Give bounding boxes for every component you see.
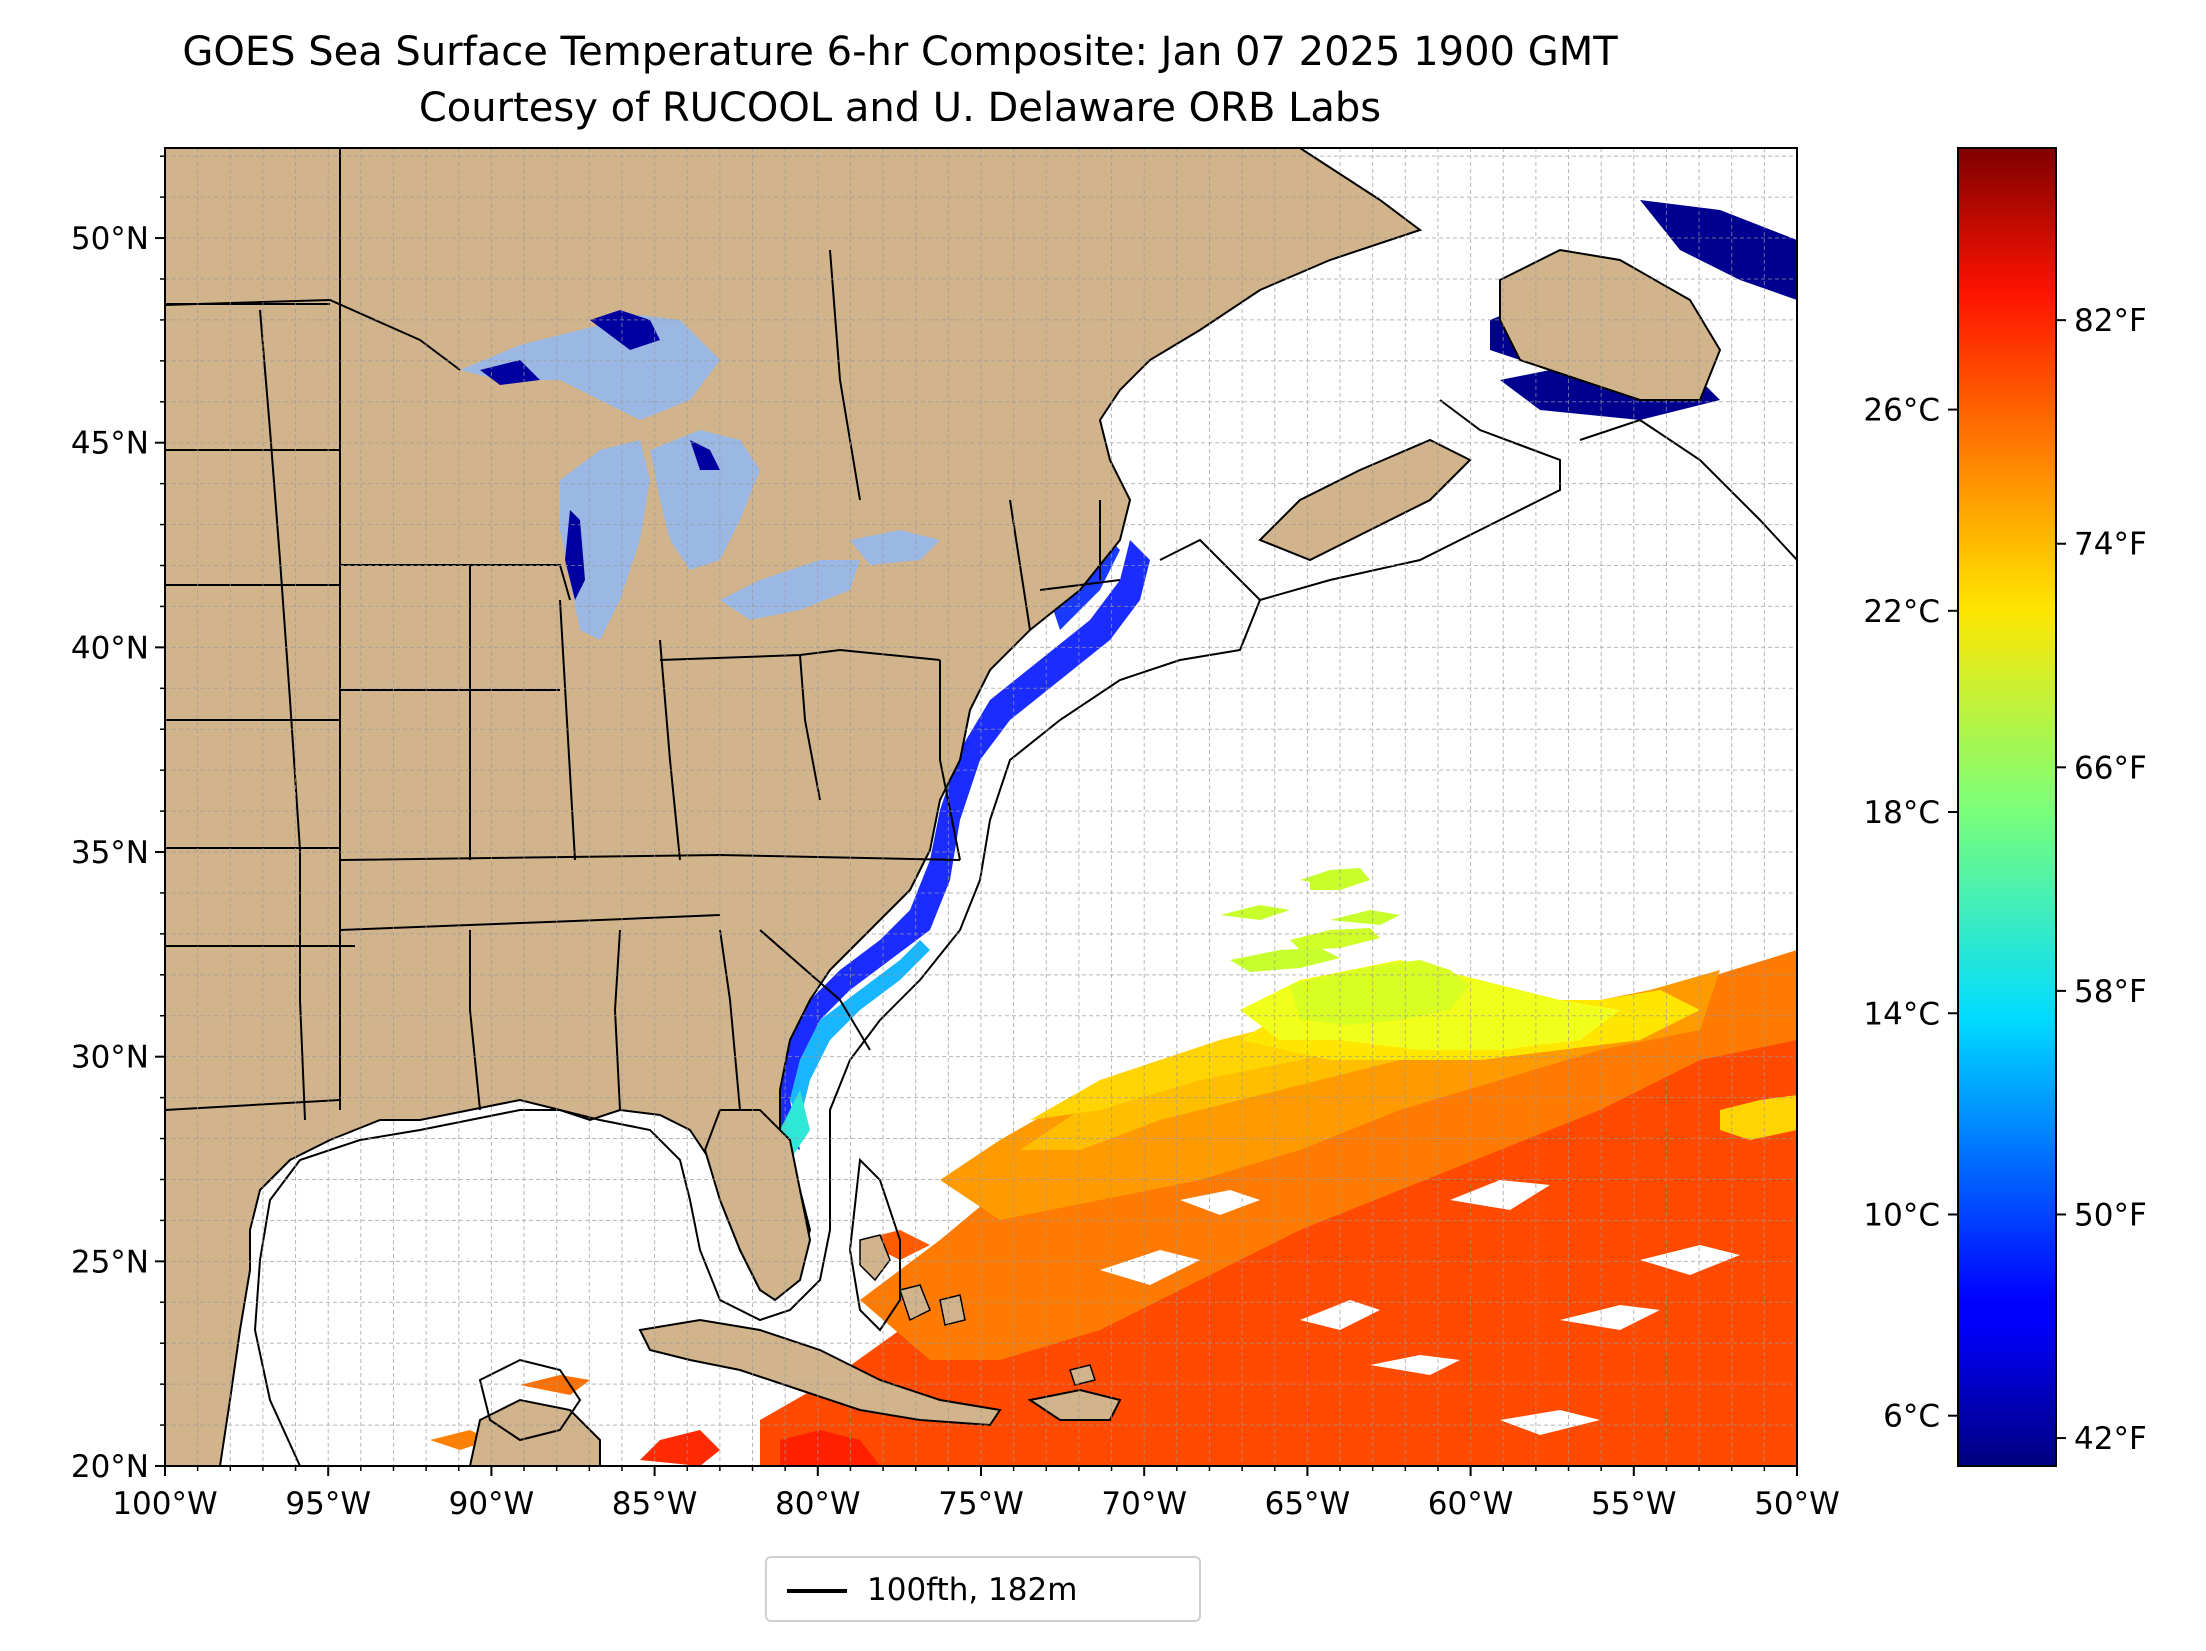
lon-tick-label: 100°W [112, 1486, 217, 1522]
lon-tick-label: 90°W [449, 1486, 535, 1522]
colorbar-f-label: 50°F [2074, 1197, 2147, 1233]
colorbar-f-label: 66°F [2074, 750, 2147, 786]
lon-tick-label: 65°W [1265, 1486, 1351, 1522]
colorbar-c-label: 26°C [1863, 393, 1940, 429]
legend-line-swatch [787, 1589, 847, 1593]
colorbar-c-label: 6°C [1883, 1399, 1940, 1435]
lat-tick-label: 45°N [71, 426, 149, 462]
lon-tick-label: 75°W [938, 1486, 1024, 1522]
colorbar-c-label: 18°C [1863, 795, 1940, 831]
lat-tick-label: 50°N [71, 221, 149, 257]
colorbar-f-label: 58°F [2074, 974, 2147, 1010]
graticule [165, 148, 1797, 1466]
legend-label: 100fth, 182m [867, 1572, 1078, 1608]
colorbar [1957, 147, 2057, 1467]
colorbar-celsius-ticks: 6°C 10°C 14°C 18°C 22°C 26°C [1863, 393, 1958, 1435]
map-legend: 100fth, 182m [765, 1556, 1201, 1622]
lat-tick-label: 40°N [71, 630, 149, 666]
colorbar-c-label: 14°C [1863, 996, 1940, 1032]
lat-tick-label: 30°N [71, 1040, 149, 1076]
sst-field [430, 868, 1797, 1466]
longitude-axis: 100°W 95°W 90°W 85°W 80°W 75°W 70°W 65°W 60°W 55°… [112, 1466, 1840, 1522]
lon-tick-label: 55°W [1591, 1486, 1677, 1522]
latitude-axis: 20°N 25°N 30°N 35°N 40°N 45°N 50°N [71, 155, 165, 1485]
lon-tick-label: 70°W [1101, 1486, 1187, 1522]
map-area [165, 148, 1797, 1466]
lat-tick-label: 25°N [71, 1244, 149, 1280]
lon-tick-label: 80°W [775, 1486, 861, 1522]
lon-tick-label: 95°W [285, 1486, 371, 1522]
colorbar-c-label: 10°C [1863, 1197, 1940, 1233]
colorbar-c-label: 22°C [1863, 594, 1940, 630]
lon-tick-label: 60°W [1428, 1486, 1514, 1522]
map-title: GOES Sea Surface Temperature 6-hr Compos… [182, 29, 1618, 75]
state-borders [165, 148, 1121, 1121]
lat-tick-label: 35°N [71, 835, 149, 871]
colorbar-f-label: 82°F [2074, 303, 2147, 339]
isobath-100fth [253, 399, 1797, 1466]
lon-tick-label: 50°W [1754, 1486, 1840, 1522]
lon-tick-label: 85°W [612, 1486, 698, 1522]
lat-tick-label: 20°N [71, 1449, 149, 1485]
colorbar-f-label: 74°F [2074, 527, 2147, 563]
land [165, 148, 1722, 1466]
map-subtitle: Courtesy of RUCOOL and U. Delaware ORB L… [418, 85, 1382, 131]
colorbar-f-label: 42°F [2074, 1421, 2147, 1457]
colorbar-fahrenheit-ticks: 42°F 50°F 58°F 66°F 74°F 82°F [2056, 303, 2147, 1457]
